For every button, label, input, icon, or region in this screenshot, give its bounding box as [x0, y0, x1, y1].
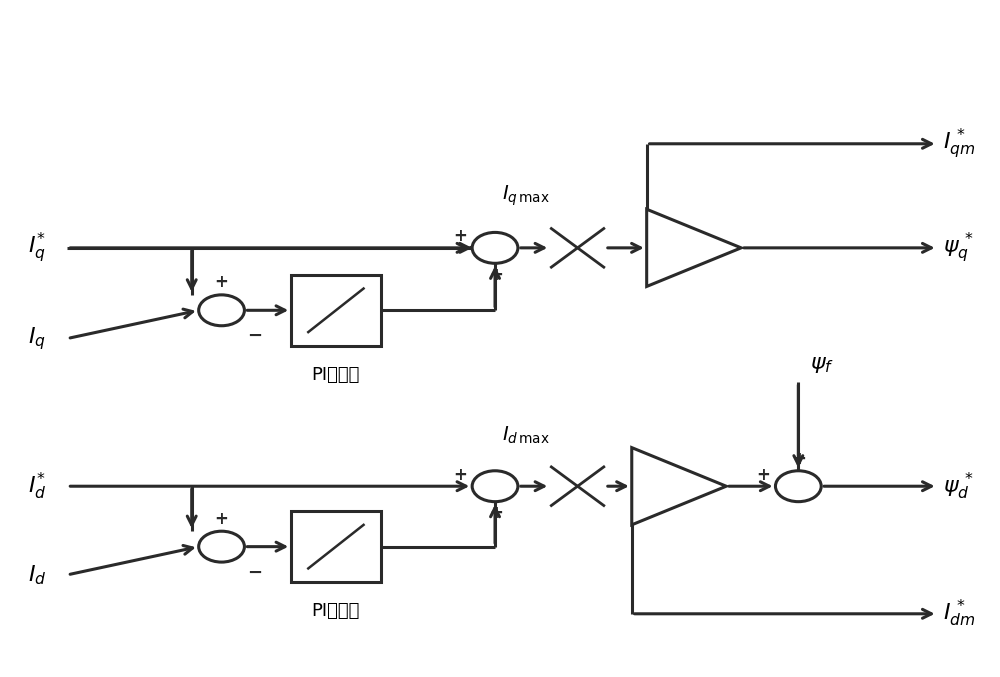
Text: +: + — [757, 466, 770, 483]
Text: −: − — [247, 563, 263, 582]
Polygon shape — [632, 447, 726, 525]
Bar — [291, 511, 381, 582]
Text: +: + — [453, 227, 467, 245]
Text: $I_{q}$: $I_{q}$ — [28, 325, 45, 352]
Circle shape — [199, 295, 244, 326]
Circle shape — [472, 471, 518, 502]
Circle shape — [199, 531, 244, 562]
Circle shape — [775, 471, 821, 502]
Text: $I_{d\,\mathrm{max}}$: $I_{d\,\mathrm{max}}$ — [502, 424, 550, 446]
Text: $\psi_{d}^{\,*}$: $\psi_{d}^{\,*}$ — [943, 471, 973, 502]
Text: $I_{dm}^{\,*}$: $I_{dm}^{\,*}$ — [943, 598, 975, 630]
Text: $I_{q\,\mathrm{max}}$: $I_{q\,\mathrm{max}}$ — [502, 183, 550, 208]
Text: +: + — [215, 510, 228, 528]
Text: $\psi_{q}^{\,*}$: $\psi_{q}^{\,*}$ — [943, 231, 973, 265]
Text: +: + — [489, 504, 503, 523]
Text: $I_{q}^{*}$: $I_{q}^{*}$ — [28, 231, 45, 265]
Text: $I_{d}$: $I_{d}$ — [28, 563, 46, 587]
Text: +: + — [792, 450, 806, 468]
Text: PI控制器: PI控制器 — [312, 602, 360, 620]
Polygon shape — [647, 209, 741, 286]
Text: $\psi_{f}$: $\psi_{f}$ — [810, 355, 834, 376]
Text: −: − — [247, 327, 263, 345]
Text: $L_d$: $L_d$ — [668, 473, 690, 494]
Text: $L_q$: $L_q$ — [683, 232, 704, 257]
Circle shape — [472, 232, 518, 263]
Text: +: + — [453, 466, 467, 483]
Text: +: + — [489, 266, 503, 284]
Text: +: + — [215, 274, 228, 292]
Text: $I_{qm}^{\,*}$: $I_{qm}^{\,*}$ — [943, 127, 975, 161]
Text: $I_{d}^{*}$: $I_{d}^{*}$ — [28, 471, 46, 502]
Bar — [291, 275, 381, 345]
Text: PI控制器: PI控制器 — [312, 366, 360, 384]
